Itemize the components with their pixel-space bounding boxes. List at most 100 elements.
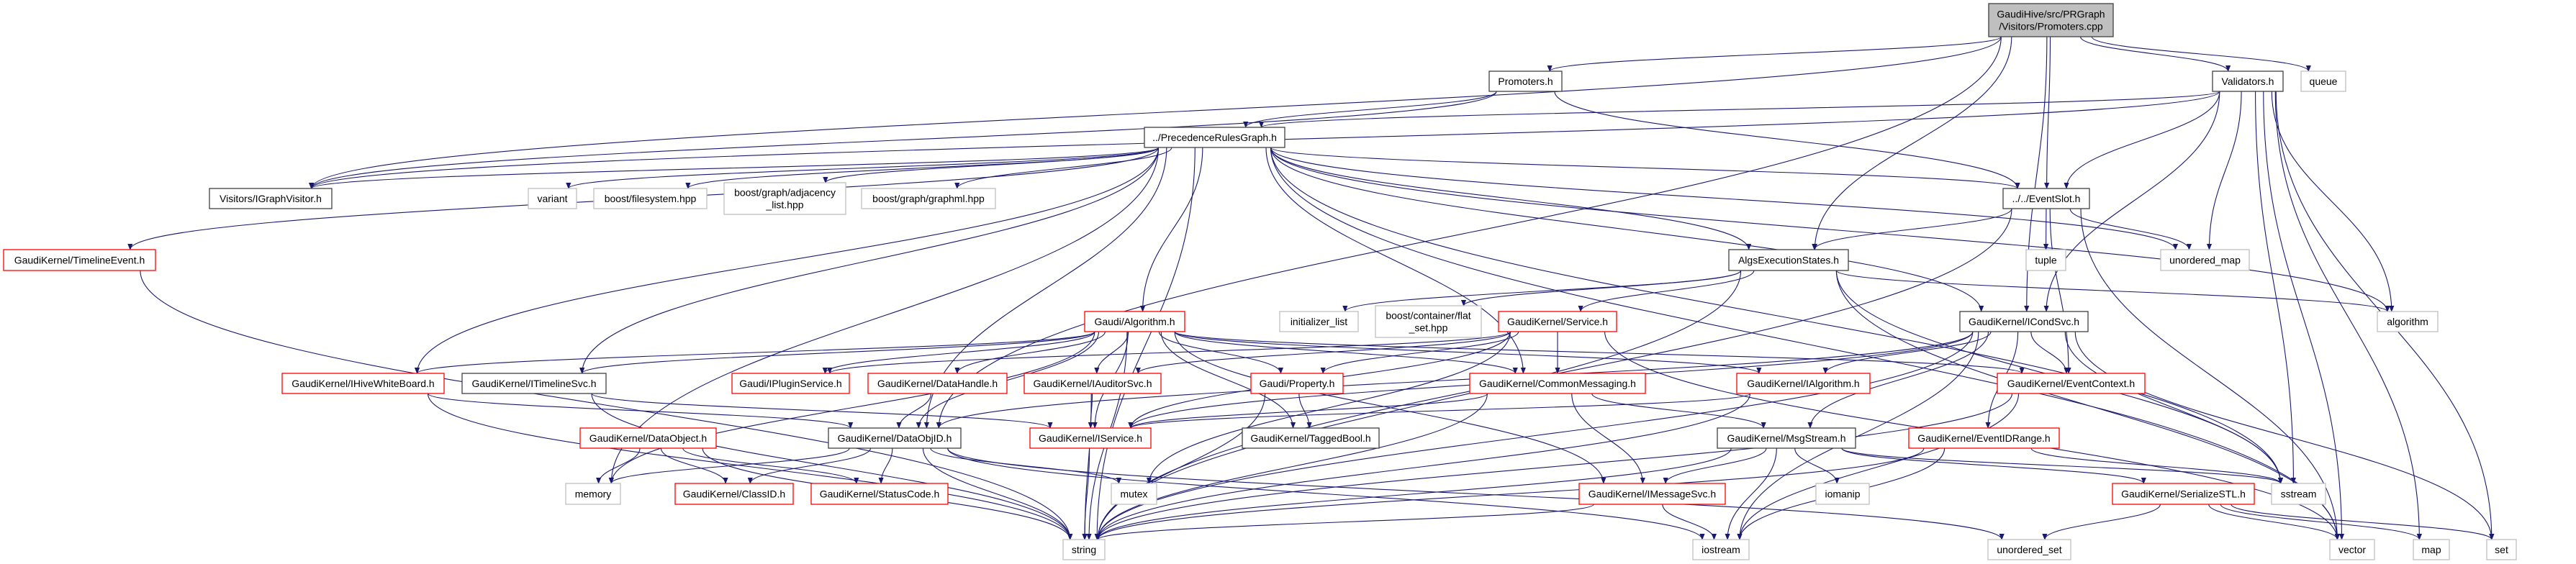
node-label: GaudiKernel/DataObject.h: [589, 432, 707, 444]
node-label: set: [2495, 544, 2508, 555]
node-variant[interactable]: variant: [528, 188, 577, 209]
node-statuscode[interactable]: GaudiKernel/StatusCode.h: [810, 483, 949, 505]
edge-gaudialgorithm-to-ialgorithm: [1174, 331, 1762, 374]
edge-serializestl-to-map: [2220, 504, 2422, 540]
edge-algsexec-to-vector: [1835, 270, 2340, 540]
edge-iauditorsvc-to-string: [1082, 393, 1092, 540]
node-iomanip[interactable]: iomanip: [1815, 483, 1870, 505]
node-tuple[interactable]: tuple: [2025, 249, 2066, 271]
edge-imessagesvc-to-string: [1095, 504, 1594, 540]
node-unordered-map[interactable]: unordered_map: [2160, 249, 2250, 271]
node-icondsvc[interactable]: GaudiKernel/ICondSvc.h: [1959, 311, 2089, 332]
node-ihivewhiteboard[interactable]: GaudiKernel/IHiveWhiteBoard.h: [281, 373, 445, 394]
node-iservice[interactable]: GaudiKernel/IService.h: [1029, 427, 1152, 449]
node-validators[interactable]: Validators.h: [2212, 70, 2284, 92]
edge-msgstream-to-imessagesvc: [1663, 447, 1767, 484]
node-label: GaudiKernel/IService.h: [1039, 432, 1142, 444]
edge-prg-to-variant: [566, 147, 1160, 189]
node-label: boost/graph/adjacency: [734, 187, 836, 199]
edge-dataobjid-to-iostream: [947, 447, 1705, 540]
node-box: [1578, 483, 1726, 505]
node-dataobject[interactable]: GaudiKernel/DataObject.h: [579, 427, 717, 449]
node-itimelinesvc[interactable]: GaudiKernel/ITimelineSvc.h: [461, 373, 607, 394]
node-filesystem[interactable]: boost/filesystem.hpp: [593, 188, 708, 209]
node-service[interactable]: GaudiKernel/Service.h: [1498, 311, 1617, 332]
edge-eventslot-to-unordered_map: [2069, 208, 2192, 250]
node-datahandle[interactable]: GaudiKernel/DataHandle.h: [867, 373, 1008, 394]
node-set[interactable]: set: [2486, 539, 2517, 560]
node-box: [2413, 539, 2450, 560]
edge-eventslot-to-vector: [2080, 208, 2340, 540]
node-algorithm[interactable]: algorithm: [2377, 311, 2439, 332]
node-taggedbool[interactable]: GaudiKernel/TaggedBool.h: [1242, 427, 1380, 449]
node-imessagesvc[interactable]: GaudiKernel/IMessageSvc.h: [1578, 483, 1726, 505]
node-label: queue: [2310, 76, 2338, 87]
node-dataobjid[interactable]: GaudiKernel/DataObjID.h: [828, 427, 962, 449]
edge-commonmessaging-to-iservice: [1128, 393, 1488, 429]
node-label: iomanip: [1825, 488, 1860, 500]
node-label: sstream: [2281, 488, 2317, 500]
node-iauditorsvc[interactable]: GaudiKernel/IAuditorSvc.h: [1023, 373, 1162, 394]
node-label: mutex: [1120, 488, 1147, 500]
node-gaudialgorithm[interactable]: Gaudi/Algorithm.h: [1084, 311, 1185, 332]
node-property[interactable]: Gaudi/Property.h: [1250, 373, 1344, 394]
edge-ialgorithm-to-string: [1095, 393, 1751, 540]
node-ialgorithm[interactable]: GaudiKernel/IAlgorithm.h: [1736, 373, 1871, 394]
node-box: [1717, 427, 1856, 449]
node-prg[interactable]: ../PrecedenceRulesGraph.h: [1144, 127, 1285, 148]
node-iostream[interactable]: iostream: [1692, 539, 1750, 560]
node-box: [209, 188, 333, 209]
node-initializer-list[interactable]: initializer_list: [1279, 311, 1359, 332]
edge-commonmessaging-to-imessagesvc: [1571, 393, 1645, 484]
node-adjacency[interactable]: boost/graph/adjacency_list.hpp: [723, 182, 846, 215]
edge-gaudialgorithm-to-iauditorsvc: [1094, 331, 1129, 374]
node-igraphvisitor[interactable]: Visitors/IGraphVisitor.h: [209, 188, 333, 209]
node-classid[interactable]: GaudiKernel/ClassID.h: [674, 483, 794, 505]
node-timelineevent[interactable]: GaudiKernel/TimelineEvent.h: [3, 249, 156, 271]
node-eventcontext[interactable]: GaudiKernel/EventContext.h: [1997, 373, 2146, 394]
node-label: Visitors/IGraphVisitor.h: [220, 193, 322, 204]
edge-icondsvc-to-ialgorithm: [1822, 331, 1992, 374]
node-map[interactable]: map: [2413, 539, 2450, 560]
node-box: [731, 373, 850, 394]
edge-prg-to-memory: [608, 147, 1160, 484]
edge-prg-to-adjacency: [823, 147, 1160, 183]
node-box: [528, 188, 577, 209]
node-graphml[interactable]: boost/graph/graphml.hpp: [861, 188, 996, 209]
edge-algsexec-to-flat_set: [1461, 270, 1742, 306]
node-label: GaudiKernel/IAuditorSvc.h: [1034, 378, 1152, 389]
node-promoters[interactable]: Promoters.h: [1488, 70, 1563, 92]
edge-eventidrange-to-sstream: [2030, 447, 2283, 484]
node-vector[interactable]: vector: [2329, 539, 2375, 560]
node-sstream[interactable]: sstream: [2271, 483, 2326, 505]
node-box: [1279, 311, 1359, 332]
node-mutex[interactable]: mutex: [1111, 483, 1157, 505]
node-label: GaudiKernel/ITimelineSvc.h: [471, 378, 596, 389]
edge-commonmessaging-to-string: [1095, 393, 1488, 540]
node-box: [723, 182, 846, 215]
node-label: GaudiKernel/MsgStream.h: [1727, 432, 1846, 444]
node-box: [1728, 249, 1849, 271]
node-root[interactable]: GaudiHive/src/PRGraph/Visitors/Promoters…: [1988, 3, 2114, 37]
edge-validators-to-icondsvc: [2043, 91, 2220, 312]
node-eventslot[interactable]: ../../EventSlot.h: [2002, 188, 2090, 209]
node-msgstream[interactable]: GaudiKernel/MsgStream.h: [1717, 427, 1856, 449]
node-flat-set[interactable]: boost/container/flat_set.hpp: [1375, 305, 1482, 338]
node-memory[interactable]: memory: [565, 483, 621, 505]
edge-promoters-to-igraphvisitor: [309, 91, 1497, 189]
node-ipluginservice[interactable]: Gaudi/IPluginService.h: [731, 373, 850, 394]
node-eventidrange[interactable]: GaudiKernel/EventIDRange.h: [1908, 427, 2060, 449]
node-string[interactable]: string: [1062, 539, 1106, 560]
node-unordered-set[interactable]: unordered_set: [1987, 539, 2071, 560]
edge-gaudialgorithm-to-memory: [608, 331, 1095, 484]
node-box: [2271, 483, 2326, 505]
node-box: [1242, 427, 1380, 449]
edge-gaudialgorithm-to-itimelinesvc: [579, 331, 1095, 374]
edge-prg-to-vector: [1270, 147, 2340, 540]
node-commonmessaging[interactable]: GaudiKernel/CommonMessaging.h: [1469, 373, 1646, 394]
edge-property-to-string: [1095, 393, 1266, 540]
node-serializestl[interactable]: GaudiKernel/SerializeSTL.h: [2112, 483, 2255, 505]
node-box: [1111, 483, 1157, 505]
node-algsexec[interactable]: AlgsExecutionStates.h: [1728, 249, 1849, 271]
node-queue[interactable]: queue: [2300, 70, 2346, 92]
